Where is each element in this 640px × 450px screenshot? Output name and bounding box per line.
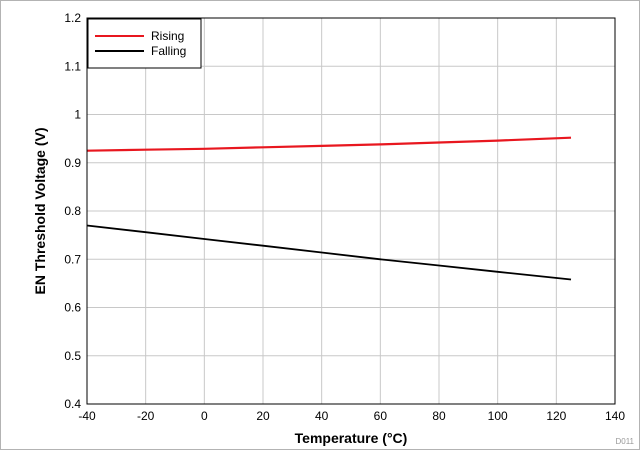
y-axis-tick-labels: 0.4 0.5 0.6 0.7 0.8 0.9 1 1.1 1.2 [64, 11, 81, 411]
y-tick-label: 0.4 [64, 397, 81, 411]
x-tick-label: 120 [546, 409, 566, 423]
series-line-falling [86, 224, 572, 281]
legend-label-rising: Rising [151, 29, 184, 43]
y-tick-label: 0.7 [64, 252, 81, 266]
legend-box [87, 18, 202, 69]
x-tick-label: 140 [605, 409, 625, 423]
x-tick-label: 40 [315, 409, 329, 423]
y-tick-label: 0.6 [64, 301, 81, 315]
y-tick-label: 0.8 [64, 204, 81, 218]
legend-label-falling: Falling [151, 44, 186, 58]
plot-area-border [86, 17, 616, 405]
series-lines [86, 136, 572, 281]
x-tick-label: -20 [137, 409, 155, 423]
series-line-rising [86, 136, 572, 152]
x-axis-title: Temperature (°C) [295, 430, 408, 446]
y-tick-label: 1 [74, 108, 81, 122]
y-tick-label: 0.5 [64, 349, 81, 363]
x-tick-label: 0 [201, 409, 208, 423]
legend: Rising Falling [87, 18, 202, 69]
grid [87, 18, 615, 404]
y-tick-label: 1.1 [64, 59, 81, 73]
x-axis-tick-labels: -40 -20 0 20 40 60 80 100 120 140 [78, 409, 625, 423]
x-tick-label: 20 [256, 409, 270, 423]
y-axis-title: EN Threshold Voltage (V) [32, 128, 48, 295]
figure-id: D011 [615, 437, 634, 446]
y-tick-label: 0.9 [64, 156, 81, 170]
x-tick-label: 100 [488, 409, 508, 423]
x-tick-label: 60 [374, 409, 388, 423]
x-tick-label: -40 [78, 409, 96, 423]
y-tick-label: 1.2 [64, 11, 81, 25]
x-tick-label: 80 [432, 409, 446, 423]
